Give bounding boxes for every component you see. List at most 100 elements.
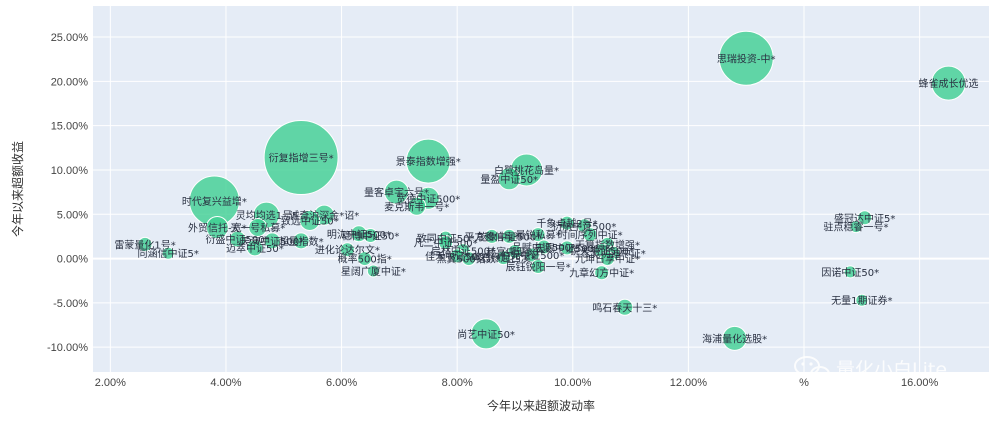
- point-label: 麦克斯韦一号*: [384, 200, 449, 213]
- point-label: 千象卓越2号*: [536, 217, 597, 230]
- point-label: 致同中证50*: [417, 232, 475, 245]
- point-label: 九坤日享中证*: [575, 253, 640, 266]
- point-label: 因诺中证50*: [821, 266, 879, 279]
- point-label: 量锐私募*: [516, 229, 561, 242]
- point-label: 时间序列中证*: [558, 229, 623, 242]
- x-axis-title: 今年以来超额波动率: [487, 398, 595, 413]
- bubble-point: [931, 65, 967, 101]
- point-label: 外贸信托-宽*: [188, 222, 247, 235]
- bubble-point: [438, 235, 454, 251]
- watermark-text: 量化小白Lite: [836, 359, 947, 381]
- bubble-point: [248, 218, 268, 238]
- point-label: 九章幻方中证*: [569, 267, 634, 280]
- bubble-point: [495, 250, 511, 266]
- bubble-point: [470, 318, 502, 350]
- bubble-point: [616, 298, 634, 316]
- point-label: 驻点稳睿一号*: [824, 221, 889, 234]
- point-label: 白鹭桃花岛量*: [494, 164, 559, 177]
- bubble-point: [405, 138, 451, 184]
- bubble-point: [299, 209, 321, 231]
- y-tick-label: 5.00%: [57, 209, 88, 221]
- bubble-point: [530, 227, 546, 243]
- x-tick-label: 2.00%: [95, 377, 126, 389]
- point-label: 天演中证500*: [240, 235, 304, 248]
- x-tick-label: 8.00%: [442, 377, 473, 389]
- bubble-point: [383, 179, 409, 205]
- bubble-point: [229, 230, 247, 248]
- bubble-point: [718, 30, 774, 86]
- point-label: 鸣石缘起西溪*: [471, 252, 536, 265]
- point-label: 思瑞投资-中*: [717, 52, 776, 65]
- point-label: 明汯中证500*: [327, 228, 391, 241]
- x-tick-label: 6.00%: [326, 377, 357, 389]
- point-label: 天一号私募*: [230, 222, 285, 235]
- y-axis-ticks: 25.00% 20.00% 15.00% 10.00% 5.00% 0.00% -5.00%…: [47, 32, 88, 354]
- y-tick-label: 15.00%: [51, 121, 89, 133]
- bubble-point: [559, 215, 575, 231]
- point-label: 灵均均选1号*: [236, 209, 297, 222]
- point-label: 尚艺中证50*: [457, 328, 515, 341]
- point-label: 佳禾中证500*: [425, 250, 489, 263]
- point-label: 无量1期证券*: [831, 294, 892, 307]
- point-label: 迈萃中证50*: [226, 242, 284, 255]
- bubble-point: [246, 239, 264, 257]
- point-label: 致远中证50*: [281, 214, 339, 227]
- point-label: 启林中证500*: [431, 245, 495, 258]
- x-tick-label: 4.00%: [210, 377, 241, 389]
- point-label: 量盈中证50*: [480, 173, 538, 186]
- point-label: 蜂雀成长优选: [919, 77, 979, 90]
- point-label: 赫富中证50*: [486, 245, 544, 258]
- watermark: 量化小白Lite: [794, 356, 947, 382]
- x-tick-label: 16.00%: [901, 377, 939, 389]
- x-tick-label: 12.00%: [670, 377, 708, 389]
- bubble-point: [722, 325, 748, 351]
- x-tick-label: 10.00%: [554, 377, 592, 389]
- point-label: 辰钰锐阳一号*: [506, 261, 571, 274]
- point-label: 盛冠达中证5*: [834, 212, 895, 225]
- point-label: 鸣石春天十三*: [592, 301, 657, 314]
- bubble-point: [594, 265, 610, 281]
- bubble-point: [497, 167, 521, 191]
- bubble-point: [536, 239, 552, 255]
- point-label: 星阔广厦中证*: [341, 265, 406, 278]
- y-tick-label: -10.00%: [47, 342, 88, 354]
- point-label: 雷蒙量化1号*: [114, 238, 175, 251]
- plot-area: [93, 6, 989, 372]
- point-label: 乾象中证500*: [477, 230, 541, 243]
- point-label: 诚奇沪深金*诏*: [289, 209, 359, 222]
- point-label: 量客卓宇六号*: [364, 186, 429, 199]
- grid-lines: [93, 6, 989, 372]
- wechat-icon: [794, 356, 830, 382]
- bubble-point: [362, 228, 378, 244]
- point-label: 平方和信享*: [464, 230, 519, 243]
- bubble-point: [137, 236, 153, 252]
- y-tick-label: 0.00%: [57, 254, 88, 266]
- point-label: 宏锡中证500*: [535, 242, 599, 255]
- bubble-point: [507, 243, 523, 259]
- x-axis-ticks: 2.00% 4.00% 6.00% 8.00% 10.00% 12.00%% 16.00%: [95, 377, 939, 389]
- point-label: 念觉明迪中证*: [581, 247, 646, 260]
- point-label: 超量指数*: [279, 235, 324, 248]
- bubble-point: [484, 228, 500, 244]
- bubble-point: [582, 227, 598, 243]
- bubble-point: [161, 246, 175, 260]
- x-tick-label: %: [799, 377, 809, 389]
- point-label: 同涵信中证5*: [137, 247, 198, 260]
- point-label: 伯兄中证500*: [500, 249, 564, 262]
- point-label: 景泰指数增强*: [396, 155, 461, 168]
- point-label: 衍复指增三号*: [269, 152, 334, 165]
- bubble-point: [501, 228, 517, 244]
- bubble-point: [530, 259, 546, 275]
- point-label: 海浦量化选股*: [702, 332, 767, 345]
- point-label: 概率500指*: [338, 253, 392, 266]
- bubble-point: [292, 232, 310, 250]
- point-label: 黑翼500指数*: [437, 253, 501, 266]
- bubble-point: [461, 251, 477, 267]
- bubble-point: [357, 251, 373, 267]
- bubble-point: [857, 210, 873, 226]
- point-label: 宽德中证500*: [396, 192, 460, 205]
- bubble-point: [205, 216, 229, 240]
- point-label: 天算指数增强*: [575, 238, 640, 251]
- point-label: 衍航中证500*: [552, 220, 616, 233]
